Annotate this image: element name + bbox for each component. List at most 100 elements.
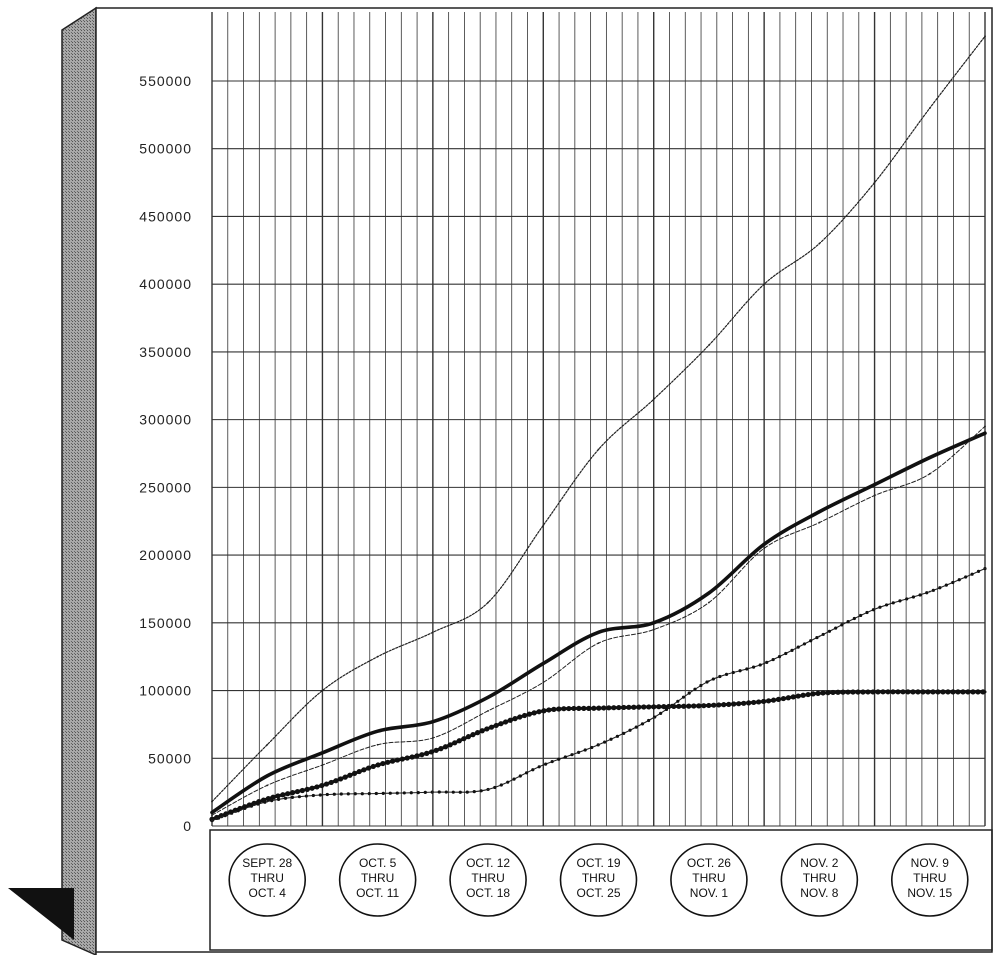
series-5-point-8	[652, 716, 655, 719]
series-marker-4	[447, 742, 453, 748]
y-tick-label: 100000	[139, 683, 192, 699]
series-marker-5	[859, 613, 863, 618]
series-marker-4	[299, 787, 305, 794]
series-marker-4	[935, 689, 941, 695]
series-marker-5	[640, 722, 645, 726]
series-marker-5	[465, 790, 469, 794]
series-marker-4	[304, 786, 310, 792]
series-marker-5	[944, 583, 948, 587]
series-marker-4	[474, 730, 481, 736]
series-marker-5	[304, 794, 308, 798]
series-marker-5	[664, 707, 669, 712]
series-1-point-5	[487, 601, 489, 604]
series-marker-5	[297, 795, 301, 799]
series-marker-5	[518, 774, 522, 778]
series-marker-4	[975, 689, 981, 695]
series-marker-5	[493, 785, 497, 790]
series-1-point-14	[984, 35, 986, 38]
series-marker-4	[835, 689, 841, 695]
series-marker-4	[517, 714, 523, 720]
series-marker-4	[701, 703, 707, 709]
series-marker-4	[855, 689, 861, 695]
series-marker-5	[609, 737, 613, 741]
series-1-point-11	[818, 242, 821, 245]
series-marker-5	[395, 791, 399, 795]
series-3-point-8	[652, 628, 655, 631]
series-marker-4	[394, 757, 401, 763]
series-marker-5	[524, 771, 529, 775]
series-4-point-3	[376, 764, 379, 766]
series-marker-5	[634, 725, 638, 729]
series-marker-4	[865, 689, 871, 695]
series-marker-5	[318, 793, 322, 797]
series-marker-5	[622, 731, 626, 735]
series-marker-5	[537, 765, 541, 769]
series-marker-4	[601, 705, 607, 711]
series-marker-5	[693, 687, 697, 691]
series-marker-5	[557, 757, 561, 761]
series-marker-5	[444, 790, 448, 794]
category-circle	[228, 843, 307, 917]
series-marker-5	[290, 795, 295, 799]
series-marker-4	[493, 722, 499, 729]
series-2-point-7	[597, 631, 600, 634]
series-5-point-3	[376, 792, 379, 795]
series-marker-5	[531, 768, 535, 772]
series-marker-5	[311, 793, 315, 798]
series-marker-5	[236, 809, 240, 813]
category-label-line: THRU	[471, 871, 504, 885]
series-marker-5	[249, 804, 254, 808]
series-marker-4	[503, 719, 509, 725]
series-marker-4	[380, 760, 386, 767]
series-marker-4	[666, 703, 672, 710]
series-marker-5	[563, 755, 567, 759]
series-marker-4	[370, 763, 376, 770]
series-marker-4	[561, 706, 567, 712]
series-marker-4	[442, 744, 449, 750]
category-label-line: THRU	[913, 871, 946, 885]
category-label-line: OCT. 11	[356, 886, 399, 900]
series-marker-4	[780, 695, 787, 702]
series-marker-4	[280, 792, 286, 798]
series-5-point-14	[984, 567, 986, 570]
series-marker-4	[850, 689, 856, 695]
category-label-line: OCT. 12	[466, 856, 510, 870]
series-marker-5	[388, 791, 392, 795]
category-label-line: OCT. 25	[576, 886, 620, 900]
series-3-point-13	[928, 472, 931, 475]
series-3-point-7	[597, 642, 600, 645]
series-marker-5	[918, 593, 922, 597]
series-marker-4	[452, 740, 458, 746]
series-marker-5	[423, 790, 427, 794]
series-marker-4	[404, 755, 410, 761]
category-label-line: NOV. 2	[800, 856, 839, 870]
series-marker-4	[676, 703, 682, 709]
series-marker-4	[890, 689, 896, 695]
series-2-point-12	[873, 483, 876, 486]
series-marker-4	[875, 689, 881, 695]
series-marker-5	[976, 569, 981, 574]
y-tick-label: 400000	[139, 276, 192, 292]
series-marker-4	[800, 692, 806, 698]
series-marker-5	[676, 699, 680, 703]
series-marker-5	[738, 669, 742, 673]
series-marker-4	[399, 756, 405, 762]
series-1-point-2	[321, 689, 324, 692]
series-marker-5	[283, 796, 288, 800]
y-tick-label: 0	[183, 818, 192, 834]
category-label-line: OCT. 26	[687, 856, 731, 870]
series-1-point-7	[597, 448, 600, 451]
series-marker-5	[603, 740, 607, 744]
series-1-point-1	[266, 743, 269, 746]
series-4-point-12	[873, 691, 876, 693]
series-3-point-0	[211, 814, 213, 817]
series-2-point-3	[376, 730, 379, 733]
series-marker-5	[512, 777, 516, 781]
series-marker-5	[681, 695, 686, 699]
series-marker-5	[659, 711, 663, 715]
series-marker-4	[294, 788, 301, 795]
category-label-line: OCT. 5	[359, 856, 397, 870]
series-5-point-4	[431, 791, 434, 794]
series-marker-4	[925, 689, 931, 695]
series-marker-4	[815, 690, 821, 696]
